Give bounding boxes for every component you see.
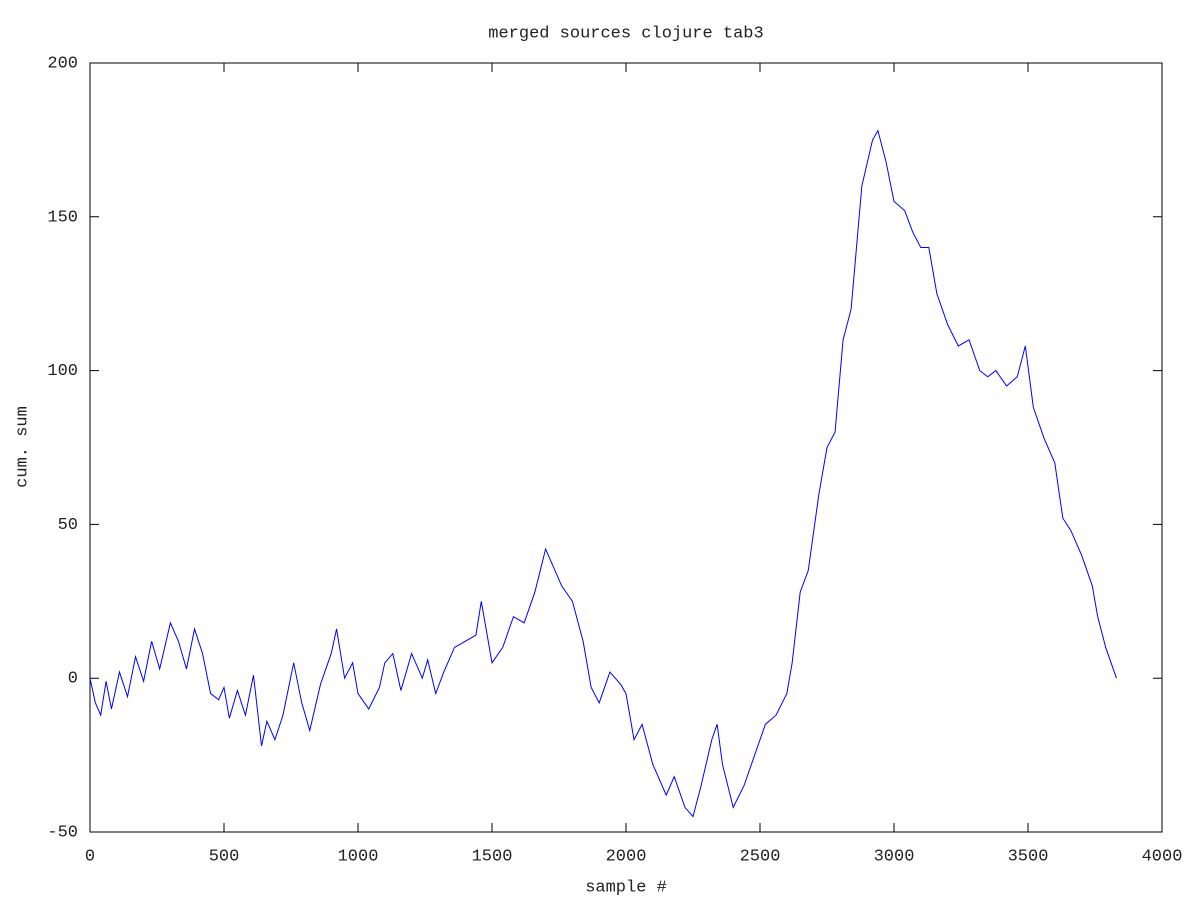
x-axis-label: sample # bbox=[585, 878, 667, 897]
data-line bbox=[89, 129, 1117, 818]
x-tick-label: 500 bbox=[209, 847, 240, 866]
chart-title: merged sources clojure tab3 bbox=[488, 24, 763, 43]
x-tick-label: 3500 bbox=[1008, 847, 1049, 866]
y-tick-label: 150 bbox=[47, 208, 78, 227]
y-tick-label: -50 bbox=[47, 823, 78, 842]
y-axis-label: cum. sum bbox=[13, 406, 32, 488]
y-tick-label: 200 bbox=[47, 54, 78, 73]
x-tick-label: 2500 bbox=[740, 847, 781, 866]
x-tick-label: 4000 bbox=[1142, 847, 1183, 866]
x-tick-label: 1500 bbox=[472, 847, 513, 866]
x-tick-label: 1000 bbox=[338, 847, 379, 866]
y-tick-label: 0 bbox=[68, 670, 78, 689]
x-tick-label: 2000 bbox=[606, 847, 647, 866]
x-tick-label: 0 bbox=[85, 847, 95, 866]
y-tick-label: 100 bbox=[47, 362, 78, 381]
x-tick-label: 3000 bbox=[874, 847, 915, 866]
y-tick-label: 50 bbox=[58, 516, 78, 535]
